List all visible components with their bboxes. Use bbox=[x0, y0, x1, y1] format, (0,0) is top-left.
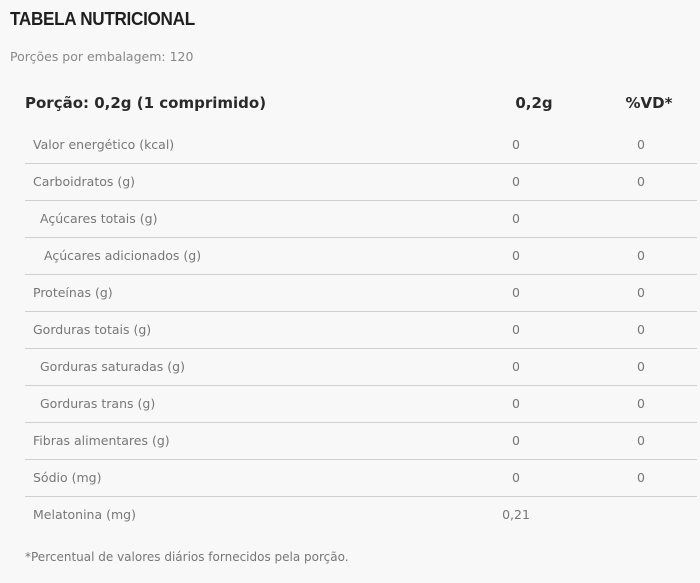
row-vd: 0 bbox=[637, 285, 645, 300]
row-vd: 0 bbox=[637, 433, 645, 448]
table-row: Proteínas (g) 0 0 bbox=[25, 275, 697, 312]
vd-header: %VD* bbox=[625, 94, 673, 112]
row-value: 0,21 bbox=[502, 507, 530, 522]
row-label: Carboidratos (g) bbox=[33, 174, 136, 189]
amount-header: 0,2g bbox=[515, 94, 553, 112]
row-label: Fibras alimentares (g) bbox=[33, 433, 170, 448]
servings-per-package: Porções por embalagem: 120 bbox=[10, 49, 194, 64]
row-vd: 0 bbox=[637, 248, 645, 263]
row-vd: 0 bbox=[637, 359, 645, 374]
table-row: Carboidratos (g) 0 0 bbox=[25, 164, 697, 201]
row-value: 0 bbox=[512, 470, 520, 485]
row-vd: 0 bbox=[637, 174, 645, 189]
table-row: Fibras alimentares (g) 0 0 bbox=[25, 423, 697, 460]
row-label: Açúcares totais (g) bbox=[40, 211, 158, 226]
row-value: 0 bbox=[512, 433, 520, 448]
row-value: 0 bbox=[512, 285, 520, 300]
row-label: Gorduras trans (g) bbox=[40, 396, 156, 411]
table-row: Valor energético (kcal) 0 0 bbox=[25, 127, 697, 164]
table-row: Gorduras saturadas (g) 0 0 bbox=[25, 349, 697, 386]
table-row: Sódio (mg) 0 0 bbox=[25, 460, 697, 497]
row-vd: 0 bbox=[637, 396, 645, 411]
row-label: Açúcares adicionados (g) bbox=[44, 248, 202, 263]
table-header: Porção: 0,2g (1 comprimido) 0,2g %VD* bbox=[25, 94, 697, 116]
table-row: Melatonina (mg) 0,21 bbox=[25, 497, 697, 533]
table-row: Gorduras trans (g) 0 0 bbox=[25, 386, 697, 423]
row-value: 0 bbox=[512, 359, 520, 374]
row-value: 0 bbox=[512, 137, 520, 152]
nutrition-table: Valor energético (kcal) 0 0 Carboidratos (… bbox=[25, 127, 697, 533]
row-label: Gorduras totais (g) bbox=[33, 322, 152, 337]
row-label: Melatonina (mg) bbox=[33, 507, 136, 522]
row-vd: 0 bbox=[637, 470, 645, 485]
row-vd: 0 bbox=[637, 322, 645, 337]
footnote: *Percentual de valores diários fornecido… bbox=[25, 550, 349, 564]
row-value: 0 bbox=[512, 248, 520, 263]
portion-label: Porção: 0,2g (1 comprimido) bbox=[25, 94, 267, 112]
row-label: Sódio (mg) bbox=[33, 470, 102, 485]
row-value: 0 bbox=[512, 174, 520, 189]
row-label: Valor energético (kcal) bbox=[33, 137, 175, 152]
row-value: 0 bbox=[512, 396, 520, 411]
row-vd: 0 bbox=[637, 137, 645, 152]
table-row: Açúcares totais (g) 0 bbox=[25, 201, 697, 238]
table-row: Açúcares adicionados (g) 0 0 bbox=[25, 238, 697, 275]
row-label: Gorduras saturadas (g) bbox=[40, 359, 185, 374]
table-row: Gorduras totais (g) 0 0 bbox=[25, 312, 697, 349]
row-value: 0 bbox=[512, 211, 520, 226]
row-label: Proteínas (g) bbox=[33, 285, 113, 300]
page-title: TABELA NUTRICIONAL bbox=[10, 9, 195, 29]
row-value: 0 bbox=[512, 322, 520, 337]
